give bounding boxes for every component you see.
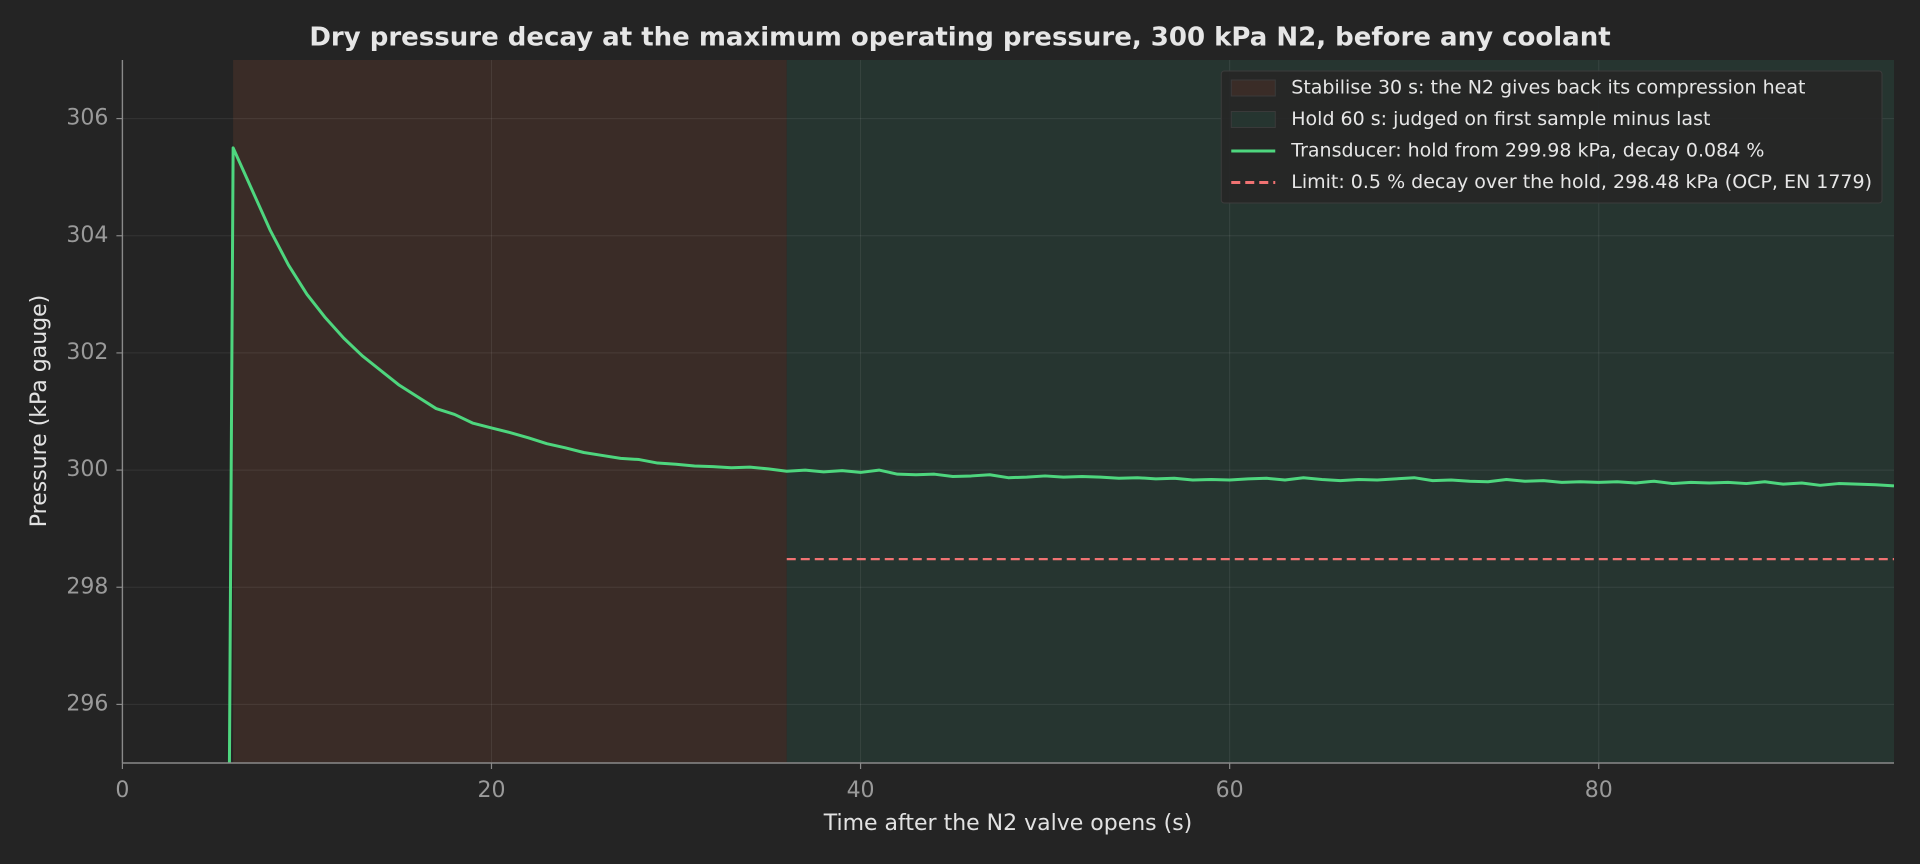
legend-swatch [1230, 79, 1276, 97]
y-axis-label: Pressure (kPa gauge) [27, 295, 52, 527]
legend-label: Limit: 0.5 % decay over the hold, 298.48… [1291, 171, 1872, 193]
legend: Stabilise 30 s: the N2 gives back its co… [1220, 70, 1883, 204]
x-tick-label: 0 [115, 778, 129, 803]
y-tick-label: 304 [66, 223, 108, 248]
x-tick-label: 40 [847, 778, 875, 803]
y-tick-label: 300 [66, 457, 108, 482]
data-line [227, 146, 1894, 763]
y-tick-label: 306 [66, 106, 108, 131]
x-axis-label: Time after the N2 valve opens (s) [823, 811, 1193, 836]
chart-title: Dry pressure decay at the maximum operat… [309, 23, 1610, 53]
plot-area [122, 60, 1894, 763]
x-tick-label: 20 [477, 778, 505, 803]
y-tick-label: 302 [66, 340, 108, 365]
legend-label: Stabilise 30 s: the N2 gives back its co… [1291, 77, 1805, 99]
axes: 0 20 40 60 80 296 298 300 302 304 306 Stabilise 30 … [66, 60, 1894, 803]
x-tick-label: 80 [1585, 778, 1613, 803]
legend-box [1220, 70, 1883, 204]
y-tick-label: 298 [66, 574, 108, 599]
legend-swatch [1230, 111, 1276, 128]
shaded-span [233, 60, 787, 763]
legend-label: Hold 60 s: judged on first sample minus … [1291, 108, 1710, 130]
y-tick-label: 296 [66, 691, 108, 716]
legend-label: Transducer: hold from 299.98 kPa, decay … [1290, 140, 1764, 162]
x-tick-label: 60 [1216, 778, 1244, 803]
